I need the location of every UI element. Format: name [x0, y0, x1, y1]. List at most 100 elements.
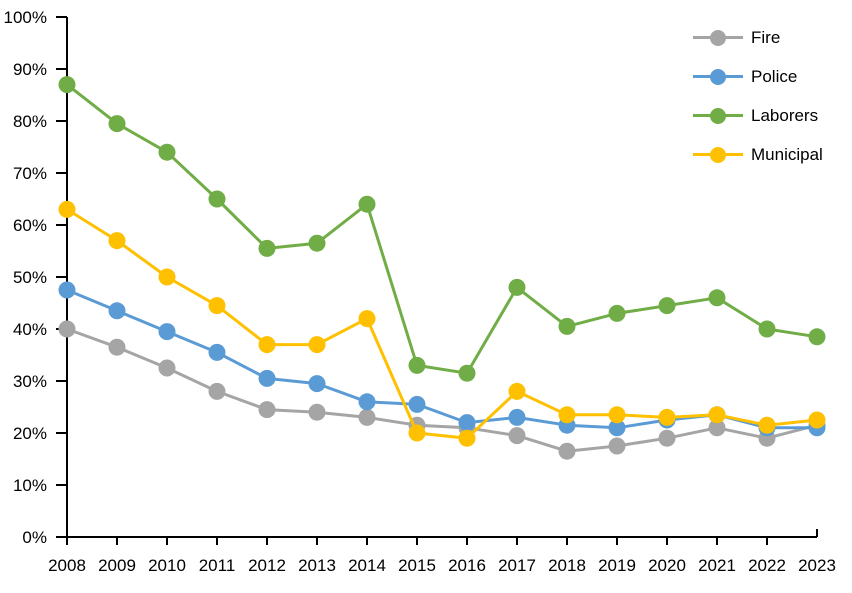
series-line-police [65, 288, 819, 430]
series-point-laborers [158, 143, 176, 161]
series-point-laborers [708, 289, 726, 307]
series-point-laborers [408, 356, 426, 374]
series-point-laborers [558, 317, 576, 335]
legend-dot-municipal [710, 146, 726, 163]
series-point-laborers [608, 304, 626, 322]
series-point-fire [158, 359, 176, 377]
legend-dot-laborers [710, 107, 726, 124]
series-point-municipal [158, 268, 176, 286]
x-tick-label: 2013 [298, 556, 336, 575]
x-tick-label: 2012 [248, 556, 286, 575]
series-point-laborers [658, 297, 676, 315]
series-point-fire [558, 442, 576, 460]
series-point-municipal [58, 200, 76, 218]
legend-label-municipal: Municipal [751, 144, 823, 164]
x-tick-label: 2021 [698, 556, 736, 575]
series-point-municipal [508, 382, 526, 400]
legend-item-municipal: Municipal [693, 135, 823, 174]
x-tick-label: 2019 [598, 556, 636, 575]
series-point-municipal [108, 232, 126, 250]
y-tick-label: 70% [13, 164, 47, 183]
series-point-police [58, 281, 76, 299]
x-tick-label: 2023 [798, 556, 836, 575]
series-line-fire [65, 327, 819, 453]
series-point-fire [258, 401, 276, 419]
series-line-municipal [65, 207, 819, 440]
series-point-fire [58, 320, 76, 338]
series-point-municipal [208, 297, 226, 315]
series-point-fire [608, 437, 626, 455]
x-tick-label: 2020 [648, 556, 686, 575]
series-point-fire [658, 429, 676, 447]
legend-label-police: Police [751, 66, 798, 86]
series-point-municipal [658, 408, 676, 426]
series-point-municipal [458, 429, 476, 447]
y-tick-label: 90% [13, 60, 47, 79]
y-tick-label: 10% [13, 476, 47, 495]
series-point-laborers [808, 328, 826, 346]
legend-marker-icon [693, 68, 743, 86]
series-point-police [258, 369, 276, 387]
series-point-municipal [258, 336, 276, 354]
x-tick-label: 2022 [748, 556, 786, 575]
legend-item-laborers: Laborers [693, 96, 823, 135]
series-line-laborers [65, 83, 819, 375]
legend-marker-icon [693, 146, 743, 164]
series-point-police [358, 393, 376, 411]
series-point-police [158, 323, 176, 341]
y-tick-label: 80% [13, 112, 47, 131]
series-point-municipal [608, 406, 626, 424]
series-point-fire [108, 338, 126, 356]
x-tick-label: 2018 [548, 556, 586, 575]
series-point-municipal [558, 406, 576, 424]
legend-label-fire: Fire [751, 27, 781, 47]
x-tick-label: 2015 [398, 556, 436, 575]
y-tick-label: 20% [13, 424, 47, 443]
y-tick-label: 60% [13, 216, 47, 235]
series-point-laborers [308, 234, 326, 252]
y-tick-label: 40% [13, 320, 47, 339]
x-tick-label: 2011 [199, 556, 236, 575]
legend: Fire Police Laborers Municipal [693, 18, 823, 174]
series-point-police [308, 375, 326, 393]
series-point-laborers [58, 76, 76, 94]
series-point-municipal [708, 406, 726, 424]
series-point-laborers [508, 278, 526, 296]
series-point-laborers [358, 195, 376, 213]
series-point-fire [708, 419, 726, 437]
series-point-laborers [208, 190, 226, 208]
series-point-municipal [308, 336, 326, 354]
series-point-municipal [758, 416, 776, 434]
legend-label-laborers: Laborers [751, 105, 819, 125]
series-point-laborers [758, 320, 776, 338]
series-point-municipal [808, 411, 826, 429]
y-tick-label: 0% [22, 528, 47, 547]
legend-dot-fire [710, 29, 726, 46]
x-tick-label: 2017 [498, 556, 536, 575]
series-point-police [608, 419, 626, 437]
series-point-police [408, 395, 426, 413]
legend-marker-icon [693, 107, 743, 125]
legend-item-police: Police [693, 57, 823, 96]
series-point-fire [208, 382, 226, 400]
series-point-fire [308, 403, 326, 421]
x-tick-label: 2009 [98, 556, 136, 575]
series-point-police [458, 414, 476, 432]
x-tick-label: 2016 [448, 556, 486, 575]
series-point-laborers [258, 239, 276, 257]
legend-item-fire: Fire [693, 18, 823, 57]
y-tick-label: 30% [13, 372, 47, 391]
x-tick-label: 2014 [348, 556, 386, 575]
series-point-police [208, 343, 226, 361]
legend-dot-police [710, 68, 726, 85]
legend-marker-icon [693, 29, 743, 47]
y-tick-label: 50% [13, 268, 47, 287]
series-point-municipal [358, 310, 376, 328]
series-point-police [508, 408, 526, 426]
x-tick-label: 2010 [148, 556, 186, 575]
series-point-municipal [408, 424, 426, 442]
y-tick-label: 100% [4, 8, 47, 27]
series-point-laborers [108, 115, 126, 133]
